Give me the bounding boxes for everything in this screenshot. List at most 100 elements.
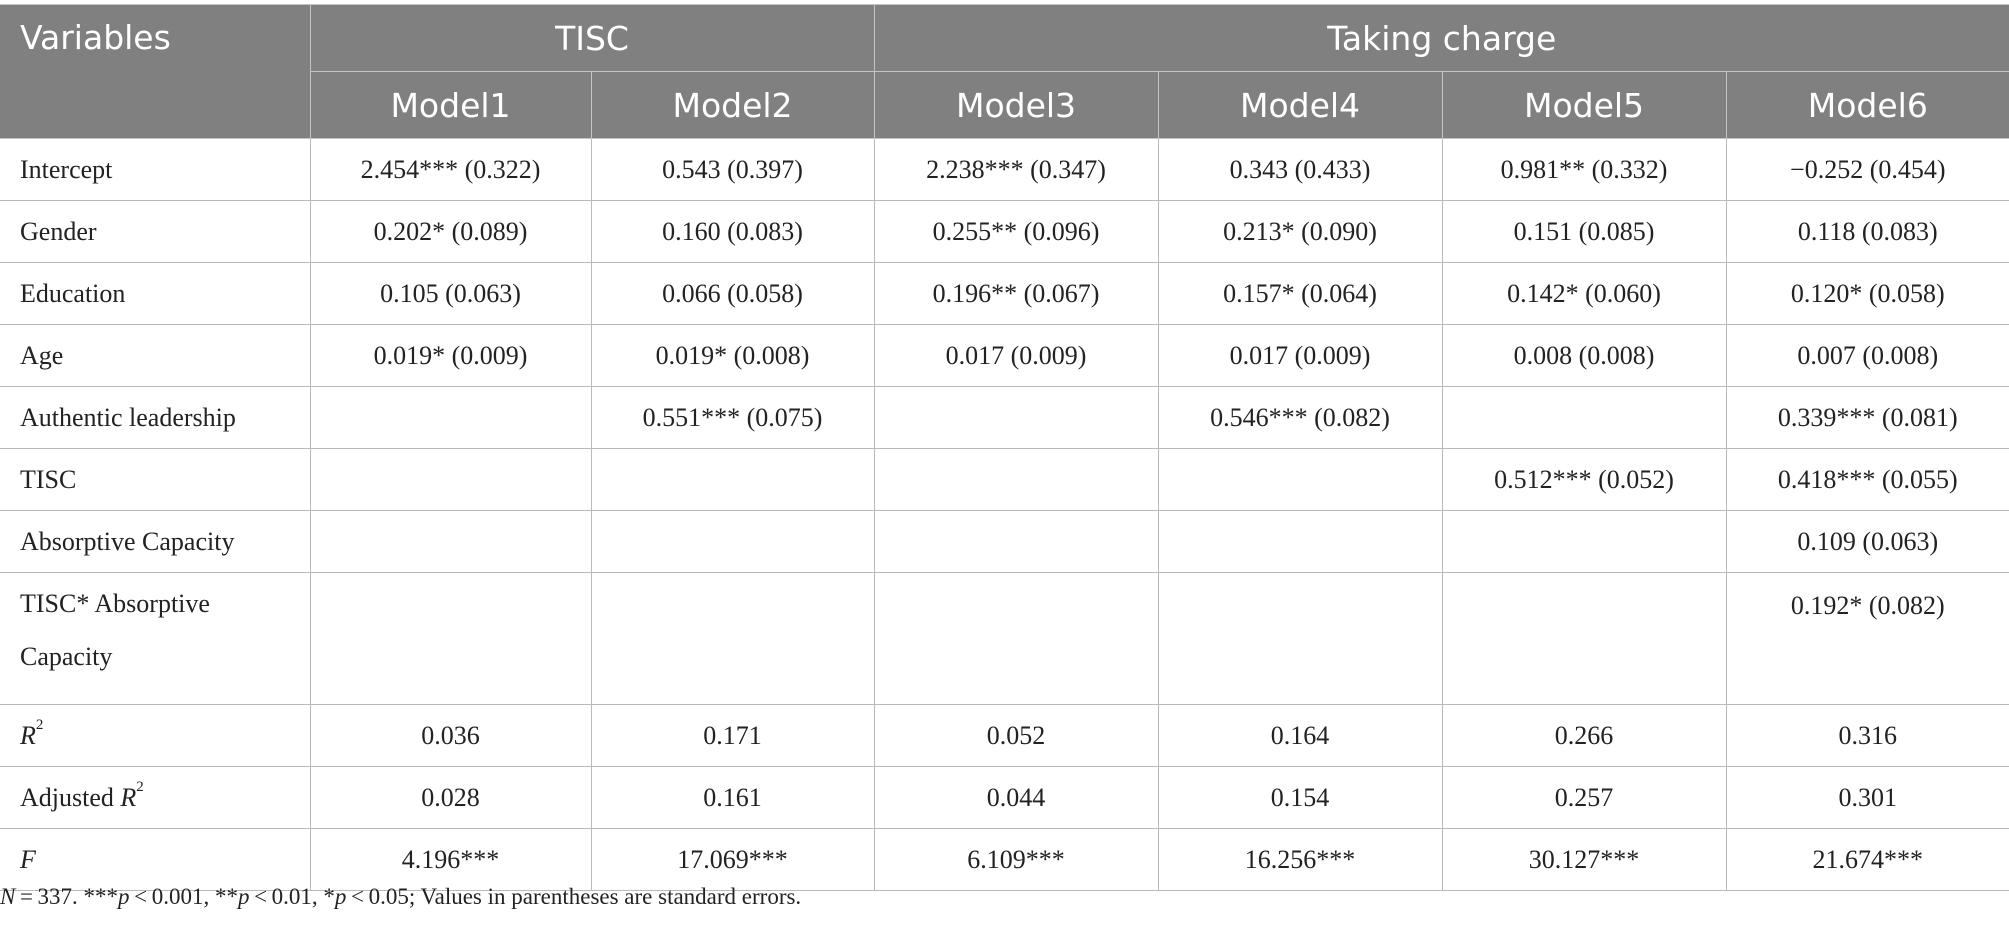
table-cell: 0.161 <box>590 766 875 829</box>
table-cell <box>590 510 875 573</box>
table-header: Variables TISC Taking charge Model1 Mode… <box>0 4 2009 139</box>
table-cell <box>1441 572 1727 705</box>
table-cell <box>1441 510 1727 573</box>
table-body: Intercept 2.454*** (0.322) 0.543 (0.397)… <box>0 138 2009 891</box>
table-row: Authentic leadership 0.551*** (0.075) 0.… <box>0 386 2009 449</box>
table-cell: 17.069*** <box>590 828 875 891</box>
table-cell: 0.008 (0.008) <box>1441 324 1727 387</box>
row-label: Intercept <box>0 138 311 201</box>
table-cell <box>309 572 592 705</box>
table-cell: 0.017 (0.009) <box>873 324 1159 387</box>
table-cell: 0.546*** (0.082) <box>1157 386 1443 449</box>
table-cell: 2.238*** (0.347) <box>873 138 1159 201</box>
header-group-tisc: TISC <box>309 4 875 72</box>
table-cell: 0.157* (0.064) <box>1157 262 1443 325</box>
table-cell: 0.105 (0.063) <box>309 262 592 325</box>
table-cell <box>873 386 1159 449</box>
table-cell <box>873 448 1159 511</box>
table-row: TISC 0.512*** (0.052) 0.418*** (0.055) <box>0 448 2009 511</box>
note-n: N <box>0 884 16 909</box>
f-symbol: F <box>20 844 36 874</box>
table-row-r-squared: R2 0.036 0.171 0.052 0.164 0.266 0.316 <box>0 704 2009 767</box>
table-cell: 0.052 <box>873 704 1159 767</box>
table-cell: 0.036 <box>309 704 592 767</box>
adjusted-prefix: Adjusted <box>20 782 121 812</box>
row-label: Gender <box>0 200 311 263</box>
row-label: R2 <box>0 704 311 767</box>
table-cell: 0.164 <box>1157 704 1443 767</box>
table-cell <box>1441 386 1727 449</box>
superscript: 2 <box>136 778 144 795</box>
row-label: F <box>0 828 311 891</box>
table-cell: 0.118 (0.083) <box>1725 200 2009 263</box>
table-cell <box>1157 572 1443 705</box>
table-row-adjusted-r-squared: Adjusted R2 0.028 0.161 0.044 0.154 0.25… <box>0 766 2009 829</box>
table-cell <box>873 572 1159 705</box>
table-cell: 0.981** (0.332) <box>1441 138 1727 201</box>
superscript: 2 <box>35 716 44 733</box>
table-cell <box>873 510 1159 573</box>
table-cell: 16.256*** <box>1157 828 1443 891</box>
table-cell: 0.196** (0.067) <box>873 262 1159 325</box>
table-cell: 0.339*** (0.081) <box>1725 386 2009 449</box>
table-cell: 0.257 <box>1441 766 1727 829</box>
row-label: Absorptive Capacity <box>0 510 311 573</box>
row-label-line: Capacity <box>20 642 113 671</box>
table-cell: 0.301 <box>1725 766 2009 829</box>
table-cell: 0.171 <box>590 704 875 767</box>
table-row: Education 0.105 (0.063) 0.066 (0.058) 0.… <box>0 262 2009 325</box>
row-label: Age <box>0 324 311 387</box>
table-cell: 0.202* (0.089) <box>309 200 592 263</box>
header-model: Model6 <box>1725 71 2009 139</box>
table-cell: 0.213* (0.090) <box>1157 200 1443 263</box>
table-row: TISC* Absorptive Capacity 0.192* (0.082) <box>0 572 2009 705</box>
table-cell: 0.142* (0.060) <box>1441 262 1727 325</box>
r-symbol: R <box>20 720 36 750</box>
table-row: Intercept 2.454*** (0.322) 0.543 (0.397)… <box>0 138 2009 201</box>
header-variables: Variables <box>0 4 311 139</box>
row-label: TISC <box>0 448 311 511</box>
table-cell: 6.109*** <box>873 828 1159 891</box>
note-text: = 337. *** <box>15 884 119 909</box>
row-label-line: TISC* Absorptive <box>20 589 210 618</box>
header-model: Model2 <box>590 71 875 139</box>
header-model: Model3 <box>873 71 1159 139</box>
note-p: p <box>118 884 130 909</box>
table-cell: 0.551*** (0.075) <box>590 386 875 449</box>
table-cell: 4.196*** <box>309 828 592 891</box>
table-cell: 0.543 (0.397) <box>590 138 875 201</box>
table-cell: 0.044 <box>873 766 1159 829</box>
table-cell: 30.127*** <box>1441 828 1727 891</box>
table-cell <box>1157 510 1443 573</box>
header-model: Model4 <box>1157 71 1443 139</box>
table-cell: 0.316 <box>1725 704 2009 767</box>
regression-table-container: Variables TISC Taking charge Model1 Mode… <box>0 4 2009 891</box>
header-model: Model5 <box>1441 71 1727 139</box>
row-label: Adjusted R2 <box>0 766 311 829</box>
table-cell: 0.028 <box>309 766 592 829</box>
table-row: Gender 0.202* (0.089) 0.160 (0.083) 0.25… <box>0 200 2009 263</box>
note-p: p <box>237 884 250 909</box>
table-row-f-statistic: F 4.196*** 17.069*** 6.109*** 16.256*** … <box>0 828 2009 891</box>
regression-table: Variables TISC Taking charge Model1 Mode… <box>0 4 2009 891</box>
table-cell: 0.266 <box>1441 704 1727 767</box>
table-cell: 2.454*** (0.322) <box>309 138 592 201</box>
table-cell: −0.252 (0.454) <box>1725 138 2009 201</box>
table-footnote: N = 337. ***p < 0.001, **p < 0.01, *p < … <box>0 884 801 910</box>
header-model: Model1 <box>309 71 592 139</box>
table-cell: 0.109 (0.063) <box>1725 510 2009 573</box>
table-cell <box>309 386 592 449</box>
table-cell: 0.019* (0.008) <box>590 324 875 387</box>
table-cell: 0.154 <box>1157 766 1443 829</box>
table-cell <box>1157 448 1443 511</box>
header-row-groups: Variables TISC Taking charge <box>0 4 2009 139</box>
table-cell <box>590 448 875 511</box>
table-cell: 0.017 (0.009) <box>1157 324 1443 387</box>
table-cell <box>590 572 875 705</box>
table-cell: 0.192* (0.082) <box>1725 572 2009 705</box>
table-cell: 0.343 (0.433) <box>1157 138 1443 201</box>
table-cell <box>309 448 592 511</box>
table-cell: 0.007 (0.008) <box>1725 324 2009 387</box>
note-text: < 0.05; Values in parentheses are standa… <box>346 884 802 909</box>
table-cell: 0.512*** (0.052) <box>1441 448 1727 511</box>
